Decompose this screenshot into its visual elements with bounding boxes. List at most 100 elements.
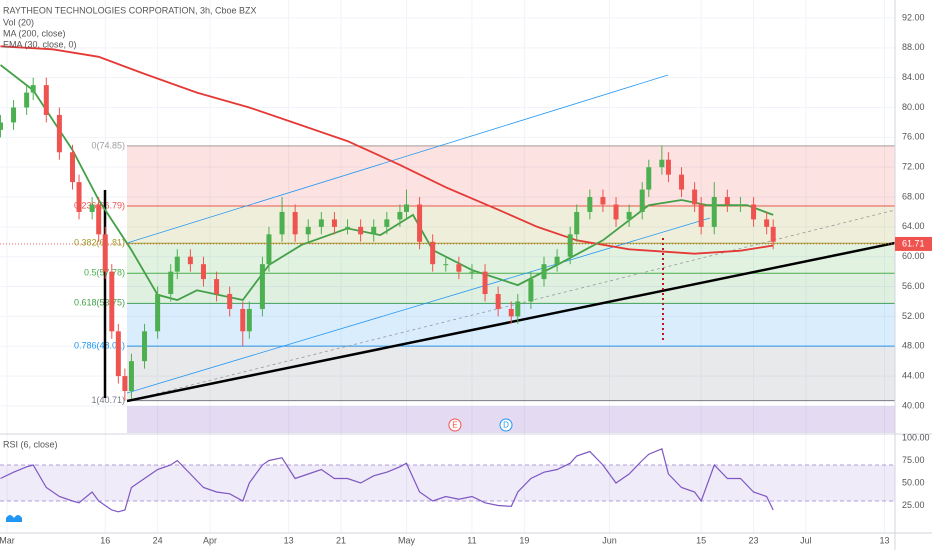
y-tick-label: 40.00 <box>902 400 925 410</box>
candle-body <box>613 204 619 220</box>
x-tick-label: 19 <box>519 535 529 545</box>
y-tick-label: 44.00 <box>902 370 925 380</box>
rsi-pane <box>0 447 895 513</box>
candle-body <box>495 294 501 309</box>
candle-body <box>397 211 403 220</box>
x-tick-label: 16 <box>100 535 110 545</box>
x-tick-label: 21 <box>336 535 346 545</box>
axes: 40.00 44.00 48.00 52.00 56.00 60.00 64.00 68.00… <box>0 12 932 545</box>
x-tick-label: Jun <box>602 535 617 545</box>
candle-body <box>187 256 193 265</box>
candle-body <box>109 271 115 332</box>
candle-body <box>102 234 108 272</box>
fib-band <box>127 346 895 401</box>
candle-body <box>541 264 547 280</box>
event-marker <box>448 418 462 432</box>
candle-body <box>692 189 698 205</box>
candle-body <box>174 256 180 272</box>
candle-body <box>96 204 102 235</box>
candle-body <box>122 376 128 391</box>
candle-body <box>751 204 757 220</box>
x-tick-label: 11 <box>467 535 476 545</box>
y-tick-label: 92.00 <box>902 12 925 22</box>
rsi-band <box>0 465 895 501</box>
rsi-line <box>0 447 774 513</box>
indicator-line <box>0 45 774 255</box>
candle-body <box>155 294 161 332</box>
y-tick-label: 76.00 <box>902 132 925 142</box>
candle-body <box>318 219 324 227</box>
candle-body <box>646 167 652 190</box>
y-tick-label: 72.00 <box>902 162 925 172</box>
fib-label: 0.618(53.75) <box>74 298 125 308</box>
candle-body <box>0 122 3 130</box>
candle-body <box>659 159 665 168</box>
candle-body <box>600 197 606 205</box>
candle-body <box>443 264 449 266</box>
fib-label: 0(74.85) <box>91 140 125 150</box>
fib-label: 0.786(48.01) <box>74 341 125 351</box>
event-label: E <box>452 421 457 430</box>
legend: RAYTHEON TECHNOLOGIES CORPORATION, 3h, C… <box>3 5 257 449</box>
candle-body <box>11 107 17 123</box>
candle-body <box>665 159 671 175</box>
last-price-label: 61.71 <box>902 238 925 248</box>
event-label: D <box>503 421 509 430</box>
candle-body <box>508 308 514 317</box>
x-tick-label: 23 <box>749 535 759 545</box>
candle-body <box>227 294 233 309</box>
y-tick-label: 64.00 <box>902 221 925 231</box>
candle-body <box>469 271 475 273</box>
candle-body <box>69 152 75 183</box>
candle-body <box>76 182 82 212</box>
candle-body <box>168 271 174 295</box>
candle-body <box>246 308 252 332</box>
y-tick-label: 88.00 <box>902 42 925 52</box>
symbol-title: RAYTHEON TECHNOLOGIES CORPORATION, 3h, C… <box>3 5 257 15</box>
candle-body <box>214 279 220 295</box>
candle-body <box>305 226 311 235</box>
candle-body <box>482 271 488 295</box>
candle-body <box>279 211 285 235</box>
candle-body <box>554 256 560 265</box>
candle-body <box>200 264 206 280</box>
y-tick-label: 25.00 <box>902 500 925 510</box>
y-tick-label: 52.00 <box>902 311 925 321</box>
candle-body <box>331 219 337 227</box>
candle-body <box>56 114 62 153</box>
y-tick-label: 60.00 <box>902 251 925 261</box>
candle-body <box>345 226 351 228</box>
candle-body <box>292 211 298 235</box>
x-tick-label: May <box>398 535 416 545</box>
candle-body <box>456 264 462 272</box>
candle-body <box>515 301 521 317</box>
channel-line <box>126 74 669 244</box>
indicator-label: Vol (20) <box>3 17 34 27</box>
candle-body <box>259 264 265 309</box>
y-tick-label: 48.00 <box>902 341 925 351</box>
candle-body <box>24 92 30 108</box>
candle-body <box>43 85 49 115</box>
y-tick-label: 50.00 <box>902 477 925 487</box>
candle-body <box>724 197 730 205</box>
candle-body <box>430 241 436 265</box>
x-tick-label: 13 <box>284 535 294 545</box>
candle-body <box>574 211 580 235</box>
candle-body <box>142 331 148 362</box>
candle-body <box>711 197 717 227</box>
logo <box>6 515 22 522</box>
event-marker <box>499 418 513 432</box>
candle-body <box>384 219 390 227</box>
rsi-title: RSI (6, close) <box>3 439 58 449</box>
fib-band <box>127 206 895 244</box>
y-tick-label: 100.00 <box>902 432 930 442</box>
fib-band <box>127 243 895 274</box>
x-tick-label: Apr <box>203 535 217 545</box>
y-tick-label: 84.00 <box>902 72 925 82</box>
indicator-label: MA (200, close) <box>3 28 66 38</box>
indicator-line <box>0 64 774 301</box>
last-price-tag <box>895 236 932 251</box>
y-tick-label: 75.00 <box>902 455 925 465</box>
fib-band <box>127 273 895 304</box>
